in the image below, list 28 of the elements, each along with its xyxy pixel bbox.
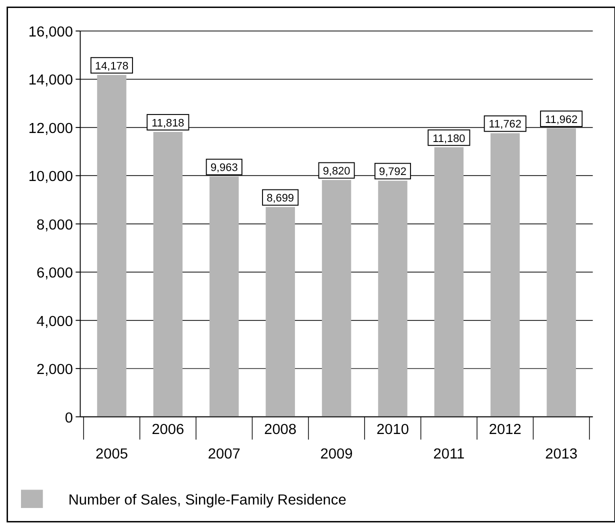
data-label: 11,762 [488,118,522,131]
x-tick-label: 2011 [433,446,465,463]
y-tick-label: 6,000 [36,266,73,282]
y-tick-label: 16,000 [28,24,73,40]
data-label: 9,792 [379,166,406,178]
y-tick-label: 10,000 [28,169,73,186]
data-label: 14,178 [94,60,128,72]
data-label: 9,963 [210,162,238,174]
x-tick-label: 2006 [152,422,184,438]
y-tick-label: 12,000 [28,120,73,137]
x-tick-label: 2008 [264,422,297,438]
x-tick-label: 2007 [208,446,240,463]
x-tick-label: 2010 [376,422,409,438]
y-tick-label: 2,000 [36,362,73,378]
y-tick-label: 0 [64,410,73,426]
legend-label: Number of Sales, Single-Family Residence [68,492,346,508]
x-tick-label: 2013 [545,446,578,463]
data-label: 11,962 [545,114,578,126]
y-tick-label: 14,000 [28,72,73,89]
x-tick-label: 2012 [488,422,522,438]
data-label: 8,699 [266,192,294,205]
y-tick-label: 8,000 [36,217,73,234]
y-tick-label: 4,000 [36,314,73,330]
data-label: 11,180 [432,132,466,145]
data-label: 9,820 [322,166,350,178]
x-tick-label: 2005 [96,446,128,463]
x-tick-label: 2009 [320,446,353,463]
data-label: 11,818 [152,117,184,130]
